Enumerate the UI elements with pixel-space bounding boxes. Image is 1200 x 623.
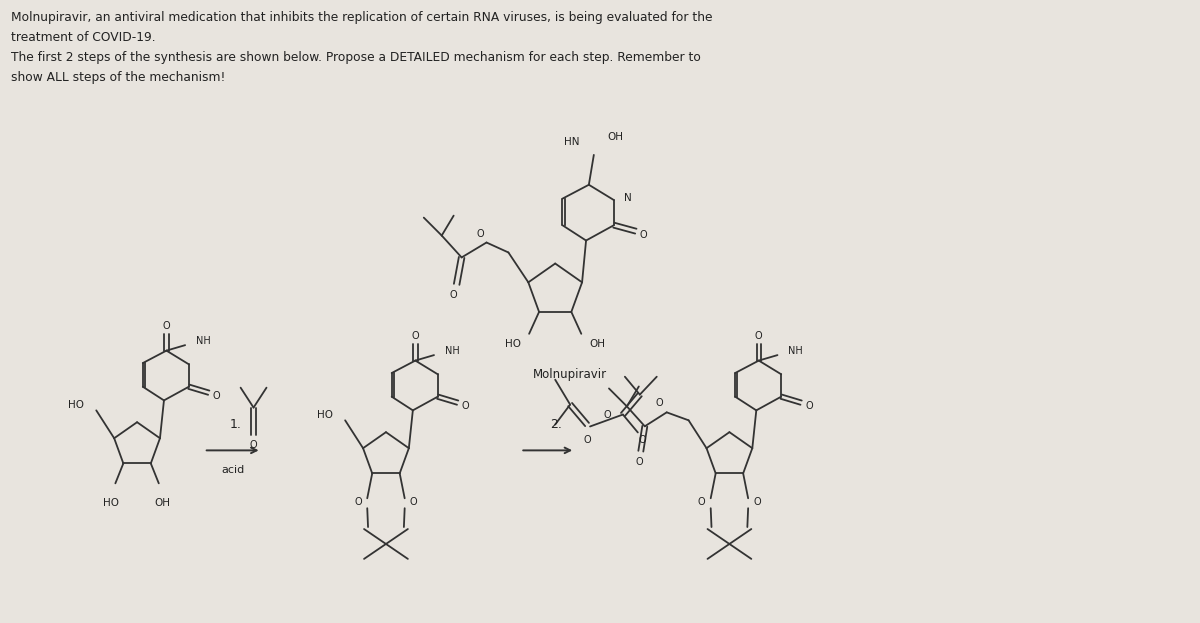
- Text: O: O: [698, 497, 706, 507]
- Text: O: O: [163, 321, 170, 331]
- Text: show ALL steps of the mechanism!: show ALL steps of the mechanism!: [11, 71, 226, 84]
- Text: O: O: [476, 229, 485, 239]
- Text: NH: NH: [445, 346, 460, 356]
- Text: OH: OH: [155, 498, 170, 508]
- Text: 2.: 2.: [551, 418, 562, 431]
- Text: NH: NH: [788, 346, 803, 356]
- Text: 1.: 1.: [229, 418, 241, 431]
- Text: Molnupiravir, an antiviral medication that inhibits the replication of certain R: Molnupiravir, an antiviral medication th…: [11, 11, 712, 24]
- Text: O: O: [604, 409, 611, 419]
- Text: The first 2 steps of the synthesis are shown below. Propose a DETAILED mechanism: The first 2 steps of the synthesis are s…: [11, 51, 701, 64]
- Text: O: O: [656, 398, 664, 409]
- Text: O: O: [462, 401, 469, 411]
- Text: HN: HN: [564, 137, 580, 147]
- Text: OH: OH: [607, 132, 624, 142]
- Text: O: O: [354, 497, 362, 507]
- Text: N: N: [624, 193, 631, 203]
- Text: O: O: [635, 457, 643, 467]
- Text: OH: OH: [589, 339, 605, 349]
- Text: O: O: [754, 497, 761, 507]
- Text: O: O: [640, 230, 648, 240]
- Text: O: O: [583, 435, 590, 445]
- Text: HO: HO: [505, 339, 521, 349]
- Text: O: O: [450, 290, 457, 300]
- Text: HO: HO: [317, 411, 334, 421]
- Text: Molnupiravir: Molnupiravir: [533, 368, 607, 381]
- Text: O: O: [412, 331, 419, 341]
- Text: HO: HO: [103, 498, 119, 508]
- Text: treatment of COVID-19.: treatment of COVID-19.: [11, 31, 155, 44]
- Text: O: O: [410, 497, 418, 507]
- Text: O: O: [638, 435, 647, 445]
- Text: NH: NH: [196, 336, 211, 346]
- Text: HO: HO: [68, 401, 84, 411]
- Text: O: O: [250, 440, 257, 450]
- Text: O: O: [805, 401, 812, 411]
- Text: acid: acid: [221, 465, 245, 475]
- Text: O: O: [755, 331, 763, 341]
- Text: O: O: [212, 391, 221, 401]
